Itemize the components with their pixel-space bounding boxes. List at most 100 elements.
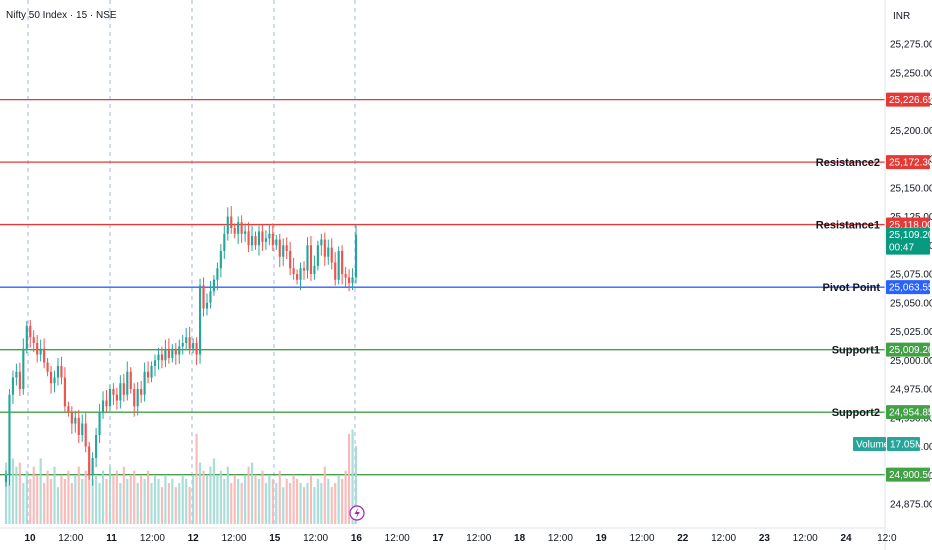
candle <box>306 237 309 279</box>
volume-bar <box>150 483 153 524</box>
volume-bar <box>81 478 84 524</box>
volume-bar <box>181 474 184 524</box>
candle <box>299 262 302 291</box>
price-tick-label: 25,125.00 <box>890 212 932 223</box>
volume-bar <box>330 487 333 524</box>
candle <box>74 410 77 433</box>
volume-bar <box>112 474 115 524</box>
candle-body <box>268 233 271 239</box>
candle-body <box>226 216 229 234</box>
candle <box>126 361 129 401</box>
last-price-badge <box>886 227 930 255</box>
candle-body <box>119 383 122 401</box>
price-tick-label: 25,250.00 <box>890 68 932 79</box>
candle <box>313 255 316 280</box>
symbol-title[interactable]: Nifty 50 Index · 15 · NSE <box>6 10 117 21</box>
candle <box>115 387 118 410</box>
candle-body <box>299 268 302 280</box>
candle-body <box>126 371 129 395</box>
volume-bar <box>122 466 125 524</box>
time-tick-label: 18 <box>514 533 526 544</box>
volume-value-badge <box>887 437 920 451</box>
candle-body <box>60 366 63 378</box>
candle <box>171 344 174 363</box>
currency-label[interactable]: INR <box>893 11 911 22</box>
candle <box>268 224 271 246</box>
volume-bar <box>347 433 351 524</box>
candle-body <box>160 354 164 361</box>
candle <box>261 224 264 251</box>
volume-bar <box>8 474 11 524</box>
volume-bar <box>299 483 302 524</box>
time-tick-label: 12:00 <box>466 533 491 544</box>
candle-body <box>292 268 295 274</box>
volume-bar <box>25 470 28 524</box>
candle-body <box>91 458 94 476</box>
time-tick-label: 16 <box>351 533 363 544</box>
candle <box>192 338 195 354</box>
volume-bar <box>119 483 122 524</box>
flash-icon[interactable] <box>349 505 365 521</box>
volume-bar <box>160 487 164 524</box>
candle-body <box>192 343 195 349</box>
candle <box>36 334 39 363</box>
candle-body <box>330 247 333 263</box>
level-value-label: 25,063.55 <box>889 283 932 294</box>
volume-bar <box>88 462 91 524</box>
volume-bar <box>268 474 271 524</box>
candle-body <box>219 251 222 269</box>
candle-body <box>178 346 181 355</box>
candle <box>181 334 184 355</box>
volume-bar <box>129 474 132 524</box>
candle <box>81 414 84 442</box>
candle <box>347 269 351 292</box>
volume-bar <box>233 474 236 524</box>
volume-bar <box>174 487 177 524</box>
volume-bar <box>205 474 209 524</box>
candle <box>254 231 257 250</box>
candle-body <box>271 233 274 246</box>
volume-bar <box>264 483 267 524</box>
candle-body <box>122 383 125 395</box>
candle <box>275 234 278 250</box>
volume-bar <box>289 483 292 524</box>
candle <box>264 230 267 250</box>
volume-bar <box>198 462 202 524</box>
time-axis[interactable]: 10 12:00 11 12:00 12 12:00 15 12:00 16 12:00 17 12:… <box>0 527 897 544</box>
candle <box>278 233 281 268</box>
candle-body <box>181 343 184 347</box>
candle-body <box>195 343 198 355</box>
volume-bar <box>226 466 229 524</box>
volume-bar <box>250 462 254 524</box>
time-tick-label: 12:00 <box>711 533 736 544</box>
candle-body <box>240 222 243 234</box>
candle <box>185 328 188 350</box>
volume-bar <box>171 478 174 524</box>
candle <box>219 244 222 278</box>
candle-body <box>11 377 15 395</box>
candle <box>247 222 250 253</box>
candle-body <box>278 239 281 257</box>
candle-body <box>250 236 254 246</box>
candle-body <box>22 348 25 389</box>
candle-body <box>316 245 319 266</box>
time-tick-label: 12:00 <box>629 533 654 544</box>
time-tick-label: 17 <box>432 533 444 544</box>
candle <box>91 452 94 486</box>
volume-bar <box>323 466 326 524</box>
candle <box>282 238 285 266</box>
level-name-label: Support1 <box>832 345 880 357</box>
candle-body <box>254 236 257 246</box>
time-tick-label: 12:00 <box>58 533 83 544</box>
candle-body <box>320 239 323 246</box>
candle-body <box>29 325 32 338</box>
candle-body <box>209 291 212 303</box>
volume-bar <box>212 458 215 524</box>
candle <box>257 225 261 256</box>
candle <box>351 268 354 291</box>
candle-body <box>347 277 351 284</box>
candle-body <box>188 337 191 349</box>
candle <box>212 275 215 296</box>
level-name-label: Pivot Point <box>823 282 881 294</box>
